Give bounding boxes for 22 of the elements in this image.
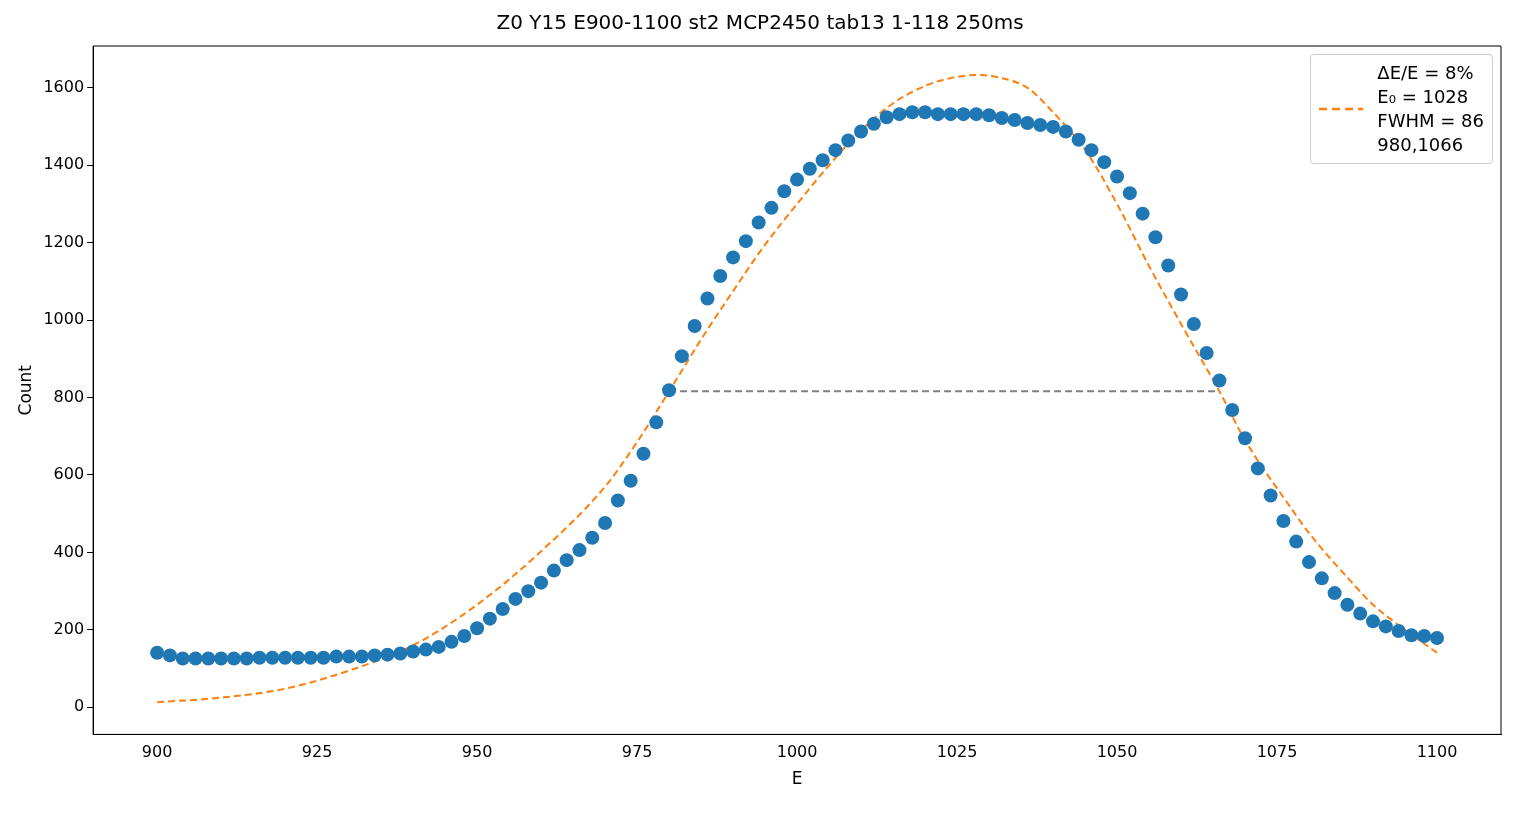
x-tick-label: 1050: [1096, 742, 1138, 762]
x-tick-label: 1000: [776, 742, 818, 762]
y-tick-label: 1400: [43, 154, 85, 174]
y-tick-label: 1200: [43, 231, 85, 251]
x-tick-label: 950: [461, 742, 493, 762]
x-tick-label: 925: [301, 742, 333, 762]
y-tick-label: 1000: [43, 309, 85, 329]
y-tick-label: 1600: [43, 76, 85, 96]
x-tick-label: 900: [141, 742, 173, 762]
y-tick-label: 0: [73, 696, 85, 716]
legend-label: ΔE/E = 8% E₀ = 1028 FWHM = 86 980,1066: [1377, 61, 1484, 157]
x-tick-label: 1025: [936, 742, 978, 762]
y-tick-label: 200: [53, 619, 85, 639]
x-tick-label: 1100: [1416, 742, 1458, 762]
y-tick-label: 600: [53, 464, 85, 484]
x-axis-title: E: [791, 768, 803, 789]
y-tick-label: 800: [53, 386, 85, 406]
x-tick-label: 975: [621, 742, 653, 762]
chart-title: Z0 Y15 E900-1100 st2 MCP2450 tab13 1-118 250ms: [496, 10, 1024, 35]
y-tick-label: 400: [53, 541, 85, 561]
y-axis-title: Count: [14, 364, 35, 416]
x-tick-label: 1075: [1256, 742, 1298, 762]
